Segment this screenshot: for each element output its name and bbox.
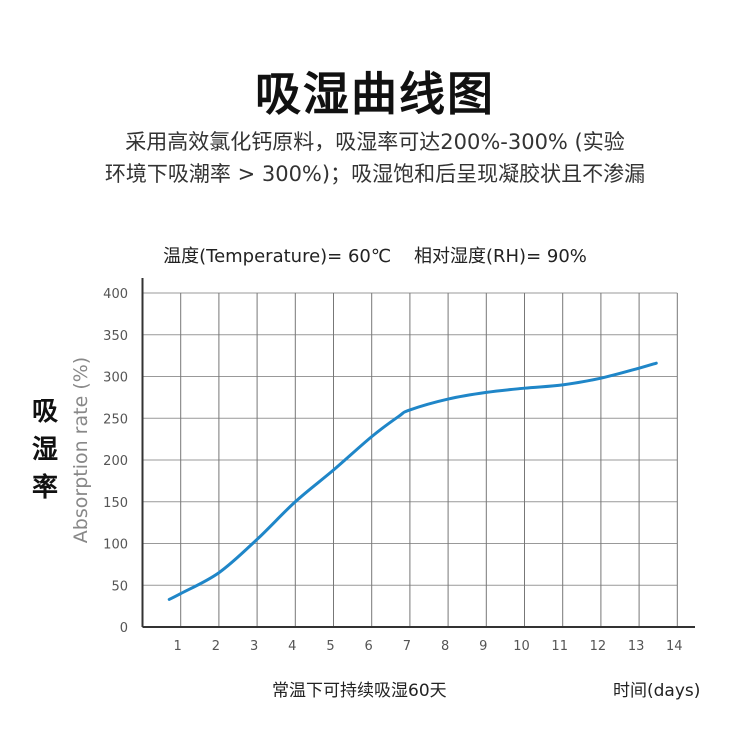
x-tick-label: 5 bbox=[326, 639, 334, 654]
x-tick-label: 1 bbox=[174, 639, 182, 654]
y-tick-label: 100 bbox=[103, 538, 128, 553]
subtitle-line-1: 采用高效氯化钙原料，吸湿率可达200%-300% (实验 bbox=[125, 130, 625, 154]
x-tick-label: 10 bbox=[513, 639, 530, 654]
y-tick-label: 150 bbox=[103, 496, 128, 511]
duration-note: 常温下可持续吸湿60天 bbox=[272, 681, 447, 701]
x-tick-label: 13 bbox=[628, 639, 645, 654]
y-tick-label: 0 bbox=[120, 621, 128, 636]
x-tick-label: 4 bbox=[288, 639, 296, 654]
x-tick-label: 11 bbox=[551, 639, 568, 654]
x-tick-label: 9 bbox=[479, 639, 487, 654]
x-tick-label: 6 bbox=[365, 639, 373, 654]
x-tick-label: 3 bbox=[250, 639, 258, 654]
y-tick-label: 350 bbox=[103, 329, 128, 344]
y-axis-label-cn: 吸湿率 bbox=[31, 397, 58, 503]
y-tick-label: 300 bbox=[103, 371, 128, 386]
y-tick-label: 250 bbox=[103, 412, 128, 427]
y-tick-label: 400 bbox=[103, 287, 128, 302]
x-tick-label: 14 bbox=[666, 639, 683, 654]
page-title: 吸湿曲线图 bbox=[255, 67, 495, 121]
x-tick-label: 2 bbox=[212, 639, 220, 654]
x-tick-label: 12 bbox=[590, 639, 607, 654]
x-tick-label: 7 bbox=[403, 639, 411, 654]
y-tick-label: 50 bbox=[111, 579, 128, 594]
subtitle-line-2: 环境下吸潮率 > 300%)；吸湿饱和后呈现凝胶状且不渗漏 bbox=[104, 162, 646, 186]
x-axis-label: 时间(days) bbox=[613, 681, 701, 701]
absorption-curve bbox=[167, 361, 658, 601]
x-tick-label: 8 bbox=[441, 639, 449, 654]
test-conditions: 温度(Temperature)= 60℃ 相对湿度(RH)= 90% bbox=[163, 246, 587, 267]
y-tick-label: 200 bbox=[103, 454, 128, 469]
